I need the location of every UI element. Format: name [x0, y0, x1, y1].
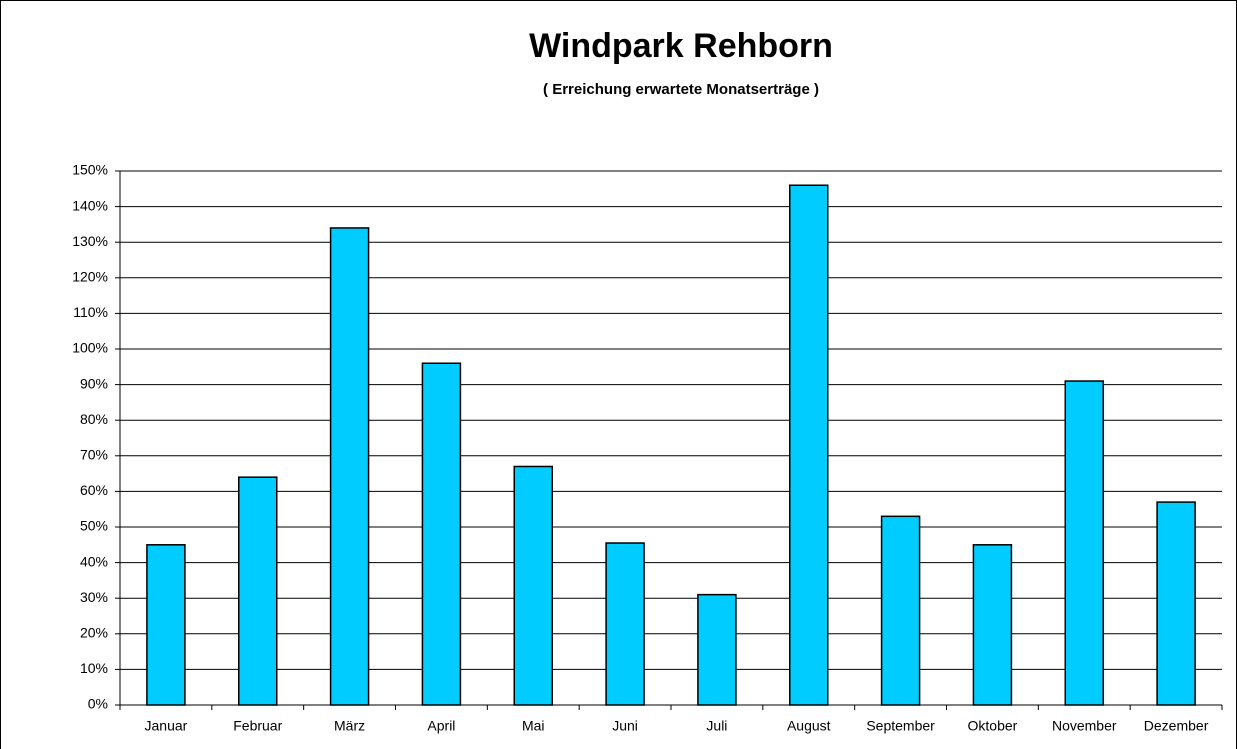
- x-tick-label: April: [427, 718, 455, 734]
- x-tick-label: November: [1052, 718, 1117, 734]
- y-tick-label: 90%: [80, 375, 108, 391]
- x-tick-label: Juni: [612, 718, 638, 734]
- y-tick-label: 70%: [80, 447, 108, 463]
- y-tick-label: 130%: [72, 233, 108, 249]
- y-tick-label: 50%: [80, 518, 108, 534]
- x-tick-label: Februar: [233, 718, 282, 734]
- bar: [605, 542, 645, 706]
- chart-title: Windpark Rehborn: [529, 27, 833, 65]
- bar: [789, 184, 829, 706]
- bar: [880, 515, 921, 706]
- y-tick-label: 150%: [72, 162, 108, 178]
- y-tick-label: 80%: [80, 411, 108, 427]
- bar: [1156, 501, 1196, 706]
- bar: [1064, 380, 1104, 706]
- x-tick-label: März: [334, 718, 365, 734]
- bar: [238, 476, 278, 706]
- y-tick-label: 40%: [80, 553, 108, 569]
- y-tick-label: 60%: [80, 482, 108, 498]
- bar: [146, 544, 186, 706]
- y-tick-label: 110%: [73, 304, 108, 320]
- y-tick-label: 140%: [72, 197, 108, 213]
- x-tick-label: August: [787, 718, 831, 734]
- x-tick-label: Mai: [522, 718, 545, 734]
- y-tick-label: 10%: [80, 660, 108, 676]
- bar: [972, 544, 1013, 706]
- y-tick-label: 30%: [80, 589, 108, 605]
- y-tick-label: 120%: [72, 269, 108, 285]
- y-tick-label: 20%: [80, 625, 108, 641]
- y-tick-label: 100%: [72, 340, 108, 356]
- x-tick-label: Januar: [145, 718, 188, 734]
- x-tick-label: Oktober: [968, 718, 1018, 734]
- bar: [421, 362, 462, 706]
- y-tick-label: 0%: [88, 696, 108, 712]
- bar: [329, 227, 370, 706]
- bar: [513, 465, 553, 706]
- x-tick-label: Juli: [706, 718, 727, 734]
- chart-subtitle: ( Erreichung erwartete Monatserträge ): [543, 81, 819, 98]
- x-tick-label: September: [866, 718, 935, 734]
- x-tick-label: Dezember: [1144, 718, 1209, 734]
- bar: [697, 593, 737, 706]
